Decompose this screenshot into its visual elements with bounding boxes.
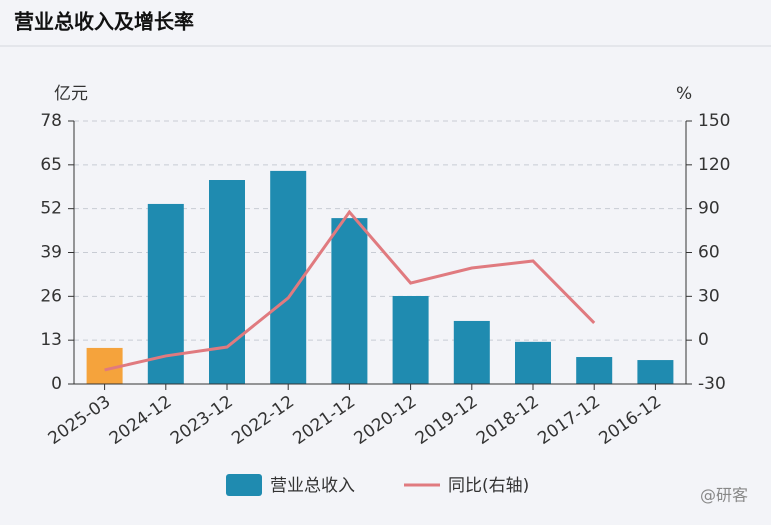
y2-tick-label: 30 (698, 286, 720, 306)
y2-tick-label: -30 (698, 374, 726, 394)
y-tick-label: 39 (40, 243, 62, 263)
legend-label: 营业总收入 (270, 476, 355, 496)
y2-tick-label: 0 (698, 330, 709, 350)
legend-swatch (226, 474, 262, 496)
y-axis-label: 亿元 (54, 84, 88, 104)
bar (209, 180, 245, 384)
y-tick-label: 65 (40, 155, 62, 175)
y-tick-label: 26 (40, 286, 62, 306)
watermark: @研客 (700, 486, 748, 505)
bar (515, 341, 551, 384)
y2-tick-label: 150 (698, 111, 730, 131)
bar (392, 295, 429, 384)
y-tick-label: 0 (51, 374, 62, 394)
bar (576, 357, 613, 384)
bar (270, 170, 307, 384)
line (104, 209, 596, 372)
y-tick-label: 52 (40, 199, 62, 219)
bar (331, 218, 368, 384)
y2-tick-label: 90 (698, 199, 720, 219)
y-tick-label: 13 (40, 330, 62, 350)
chart-title: 营业总收入及增长率 (14, 10, 194, 34)
legend-label: 同比(右轴) (448, 476, 529, 496)
y-tick-label: 78 (40, 111, 62, 131)
y2-tick-label: 120 (698, 155, 730, 175)
bar (637, 360, 674, 384)
y2-tick-label: 60 (698, 243, 720, 263)
y2-axis-label: % (676, 84, 692, 104)
bar (453, 320, 490, 384)
